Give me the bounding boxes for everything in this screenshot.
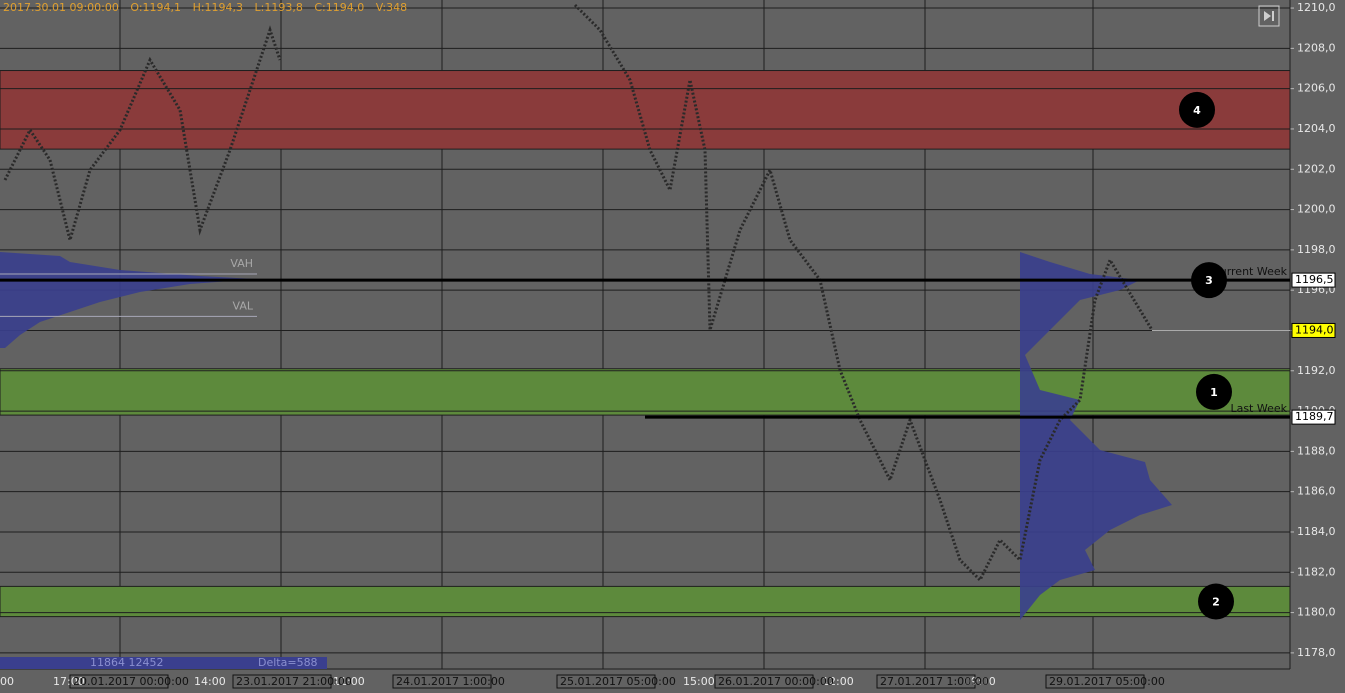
date-box xyxy=(232,674,332,689)
y-tick-label: 1188,0 xyxy=(1297,444,1336,457)
level-name: Last Week xyxy=(1230,402,1287,415)
y-tick-label: 1208,0 xyxy=(1297,41,1336,54)
date-box xyxy=(556,674,656,689)
y-tick-label: 1180,0 xyxy=(1297,606,1336,619)
zone xyxy=(0,368,1291,416)
y-tick-label: 1202,0 xyxy=(1297,162,1336,175)
y-tick-label: 1204,0 xyxy=(1297,122,1336,135)
current-price-tag xyxy=(1291,322,1336,338)
date-box xyxy=(876,674,976,689)
date-label: 24.01.2017 1:00:00 xyxy=(396,675,505,688)
y-tick-label: 1206,0 xyxy=(1297,82,1336,95)
zone xyxy=(0,70,1291,150)
x-tick-label: 15:00 xyxy=(683,675,715,688)
x-tick-label: 00 xyxy=(0,675,14,688)
zone-marker xyxy=(1196,373,1232,410)
date-label: 23.01.2017 21:00:00 xyxy=(236,675,352,688)
date-box xyxy=(69,674,169,689)
zone-marker xyxy=(1198,583,1234,620)
level-marker xyxy=(1191,262,1227,299)
zone-number: 2 xyxy=(1212,595,1220,608)
level-tag-label: 1196,5 xyxy=(1295,273,1334,286)
footer-bar xyxy=(0,657,327,669)
zone-marker xyxy=(1179,91,1215,128)
x-tick-label: 14:00 xyxy=(194,675,226,688)
level-tag-label: 1189,7 xyxy=(1295,410,1334,423)
scroll-end-button[interactable] xyxy=(1258,5,1280,27)
level-name: Current Week xyxy=(1212,265,1288,278)
x-tick-label: 11:00 xyxy=(333,675,365,688)
level-tag xyxy=(1291,409,1336,425)
current-price-label: 1194,0 xyxy=(1295,323,1334,336)
price-bars xyxy=(573,3,1154,583)
volume-profile xyxy=(0,252,256,348)
footer-delta: Delta=588 xyxy=(258,656,318,669)
level-tag xyxy=(1291,272,1336,288)
date-label: 20.01.2017 00:00:00 xyxy=(73,675,189,688)
zone-number: 1 xyxy=(1210,386,1218,399)
date-box xyxy=(1045,674,1145,689)
level-number: 3 xyxy=(1205,274,1213,287)
date-box xyxy=(392,674,492,689)
zone xyxy=(0,585,1291,618)
date-label: 25.01.2017 05:00:00 xyxy=(560,675,676,688)
date-label: 29.01.2017 05:00:00 xyxy=(1049,675,1165,688)
price-bars xyxy=(3,25,282,246)
vah-label: VAH xyxy=(230,257,253,270)
y-tick-label: 1210,0 xyxy=(1297,1,1336,14)
date-label: 27.01.2017 1:00:00 xyxy=(880,675,989,688)
date-label: 26.01.2017 00:00:00 xyxy=(718,675,834,688)
volume-profile xyxy=(1020,252,1172,620)
y-tick-label: 1200,0 xyxy=(1297,203,1336,216)
y-tick-label: 1182,0 xyxy=(1297,565,1336,578)
zone-number: 4 xyxy=(1193,104,1201,117)
scroll-end-icon xyxy=(1264,11,1274,21)
header-info: 2017.30.01 09:00:00 O:1194,1 H:1194,3 L:… xyxy=(3,1,407,14)
footer-volume: 11864 12452 xyxy=(90,656,163,669)
y-tick-label: 1192,0 xyxy=(1297,364,1336,377)
date-box xyxy=(714,674,814,689)
val-label: VAL xyxy=(233,299,254,312)
y-tick-label: 1198,0 xyxy=(1297,243,1336,256)
x-tick-label: 12:00 xyxy=(822,675,854,688)
y-tick-label: 1178,0 xyxy=(1297,646,1336,659)
y-tick-label: 1184,0 xyxy=(1297,525,1336,538)
x-tick-label: 17:00 xyxy=(53,675,85,688)
y-tick-label: 1186,0 xyxy=(1297,485,1336,498)
x-tick-label: 09:00 xyxy=(964,675,996,688)
